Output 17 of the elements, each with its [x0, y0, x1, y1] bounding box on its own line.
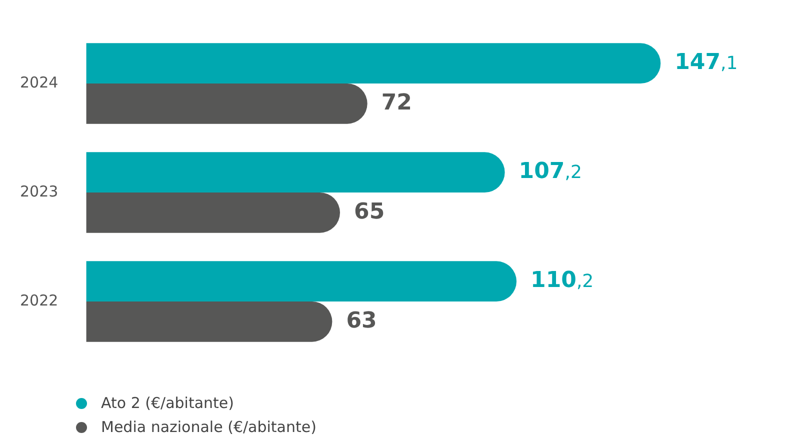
data-label: 72 [381, 90, 412, 116]
bar [86, 152, 505, 192]
y-tick-label: 2022 [20, 291, 58, 310]
data-label: 147,1 [674, 50, 738, 76]
y-tick-label: 2024 [20, 73, 58, 92]
bar [86, 302, 332, 342]
bar [86, 43, 661, 84]
legend-label: Ato 2 (€/abitante) [101, 394, 234, 412]
bar [86, 84, 368, 124]
bar [86, 192, 340, 233]
data-label: 110,2 [530, 268, 594, 294]
y-tick-label: 2023 [20, 182, 58, 200]
data-label: 107,2 [518, 159, 582, 184]
data-label: 65 [354, 199, 385, 224]
bar [86, 261, 517, 302]
legend-label: Media nazionale (€/abitante) [101, 418, 316, 436]
data-label: 63 [346, 308, 377, 334]
